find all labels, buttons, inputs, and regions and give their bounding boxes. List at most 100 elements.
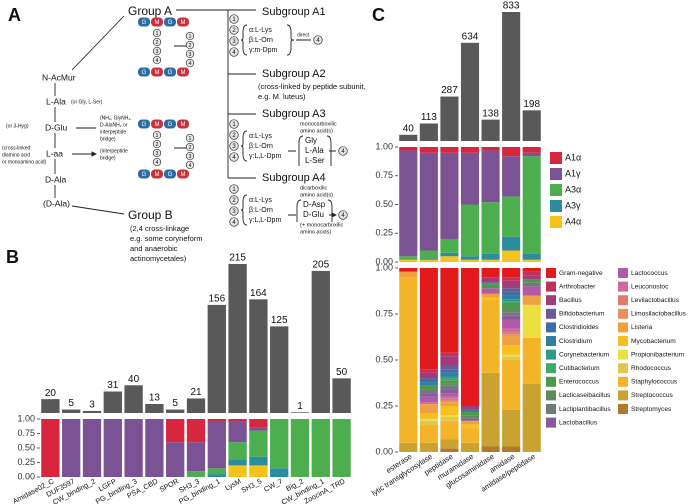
chain-note: (NH₂, GlyNH₂, [100,115,132,121]
subgroup-note: e.g. M. luteus) [258,92,306,101]
step-circle [185,49,195,59]
chain-note: (interpeptide [100,148,128,154]
y-tick-label: 0.00 [17,471,35,481]
bar-segment [522,295,541,305]
count-label: 3 [89,400,95,411]
x-tick-label: SPOR [158,477,180,495]
chain-note: (or 3-Hyg) [6,123,29,129]
bar-segment [440,378,459,381]
bar-segment [419,424,438,443]
legend-swatch [618,349,628,360]
bar-segment [522,156,541,254]
step-number: 3 [189,52,192,58]
bar-segment [460,442,480,452]
legend-swatch [618,336,628,346]
legend-label: Leuconostoc [631,283,669,290]
variant: β:L-Orn [249,37,273,44]
bar-segment [481,147,500,151]
legend-swatch [550,216,562,228]
subgroup-note: (cross-linked by peptide subunit, [258,82,366,91]
bar-segment [103,419,122,477]
bar-segment [440,402,459,406]
bar-segment [481,202,500,254]
bar-segment [440,448,459,452]
subgroup-title: Subgroup A2 [262,68,326,80]
bar-segment [502,280,521,289]
x-tick-label: SH3_5 [240,477,264,495]
y-tick-label: 1.00 [375,141,393,151]
y-tick-label: 0.75 [375,308,393,318]
bar-segment [481,297,500,300]
glycan-label: G [168,70,173,76]
bracket [240,194,333,226]
count-bar [62,409,81,413]
step-number: 2 [189,145,192,151]
bar-segment [166,442,185,477]
glycan-unit [151,67,163,77]
bridge-note: amino acid(s) [300,192,333,198]
bar-segment [440,439,459,449]
glycan-label: G [142,20,147,26]
bar-segment [440,400,459,403]
step-number: 3 [156,151,159,157]
bar-segment [440,385,459,390]
bar-segment [502,409,521,447]
count-bar [502,12,521,141]
bridge: D-Glu [303,210,324,219]
glycan-unit [164,17,176,27]
legend-label: Limosilactobacillus [631,311,687,318]
bar-segment [399,150,418,257]
bar-segment [502,308,521,313]
panel-label: B [6,247,19,267]
bridge: amino acids) [300,229,331,235]
step-number: 1 [189,34,192,40]
bar-segment [419,404,438,414]
bar-segment [481,150,500,203]
bar-segment [419,369,438,373]
group-note: e.g. some coryneform [130,234,203,243]
legend-label: Mycobacterium [631,338,676,345]
bracket [240,130,332,166]
bar-segment [440,152,459,239]
glycan-unit [164,67,176,77]
variant: γ:L,L-Dpm [249,217,281,224]
bar-segment [502,345,521,355]
y-tick-label: 0.25 [17,457,35,467]
bar-segment [440,352,459,357]
bracket [240,24,295,56]
bar-segment [440,268,459,353]
legend-swatch [618,308,628,319]
bar-segment [186,442,206,472]
legend-swatch [546,336,556,346]
step-circle [229,25,239,35]
bar-segment [440,396,459,399]
y-tick-label: 0.00 [375,446,393,456]
step-circle [152,130,162,140]
glycan-label: G [168,172,173,178]
legend-label: Levilactobacillus [631,297,680,304]
glycan-unit [164,119,176,129]
bar-segment [481,372,500,447]
bar-segment [522,253,541,260]
legend-swatch [546,376,556,387]
charts: B20Amidase02_C5DUF35973CW_binding_231LGF… [6,1,687,504]
bar-segment [399,271,418,278]
legend-swatch [618,404,628,414]
arrow [174,39,336,215]
group-note: actinomycetales) [130,254,187,263]
panel-label: C [372,5,385,25]
bar-segment [460,268,480,406]
bar-segment [419,418,438,421]
arrow [54,83,96,198]
bar-segment [419,402,438,405]
bar-segment [249,419,268,428]
bar-segment [207,419,226,422]
count-bar [440,96,459,141]
bar-segment [82,419,102,477]
bar-segment [440,239,459,253]
glycan-unit [151,169,163,179]
count-bar [332,378,351,413]
group-note: (2,4 cross-linkage [130,224,189,233]
bar-segment [522,282,541,287]
variant: γ:m-Dpm [249,47,278,54]
